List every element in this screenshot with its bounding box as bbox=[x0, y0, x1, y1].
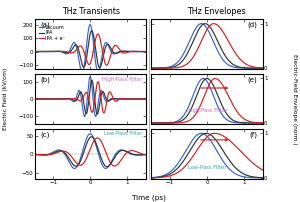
Text: High-Pass Filter: High-Pass Filter bbox=[187, 108, 227, 113]
Legend: Vacuum, IPA, IPA + e⁻: Vacuum, IPA, IPA + e⁻ bbox=[38, 24, 67, 42]
Text: (f): (f) bbox=[249, 131, 257, 138]
Text: High-Pass Filter: High-Pass Filter bbox=[102, 77, 142, 82]
Text: Low-Pass Filter: Low-Pass Filter bbox=[188, 165, 226, 170]
Text: (b): (b) bbox=[40, 77, 50, 83]
Text: Electric Field (kV/cm): Electric Field (kV/cm) bbox=[3, 68, 8, 130]
Text: THz Transients: THz Transients bbox=[62, 7, 121, 16]
Text: (e): (e) bbox=[247, 77, 257, 83]
Text: (c): (c) bbox=[40, 131, 50, 138]
Text: Electric-Field Envelope (norm.): Electric-Field Envelope (norm.) bbox=[292, 54, 297, 144]
Text: THz Envelopes: THz Envelopes bbox=[187, 7, 245, 16]
Text: (d): (d) bbox=[247, 22, 257, 28]
Text: Low-Pass Filter: Low-Pass Filter bbox=[104, 131, 142, 136]
Text: (a): (a) bbox=[40, 22, 50, 28]
Text: Time (ps): Time (ps) bbox=[132, 195, 165, 201]
